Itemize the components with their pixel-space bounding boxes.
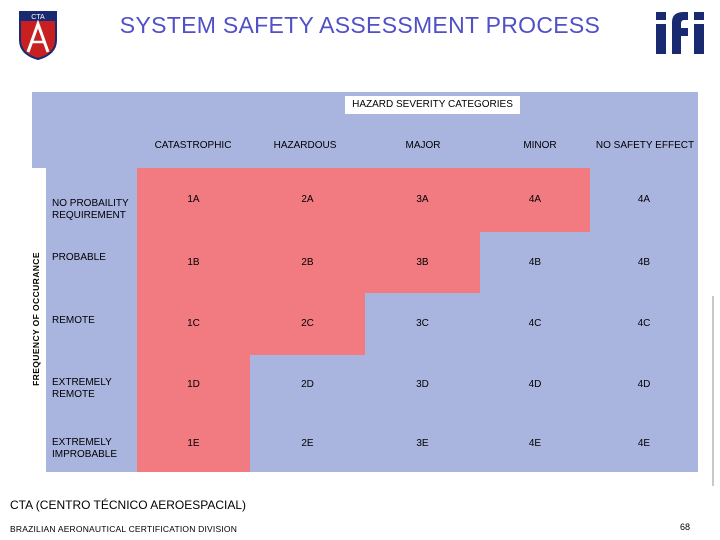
matrix-cell: 2A [250,168,365,232]
cta-emblem-icon: CTA [19,11,57,60]
matrix-cell: 2D [250,355,365,415]
matrix-cell: 1B [137,232,250,293]
ifi-logo-icon [656,12,704,54]
column-header: MAJOR [405,140,441,151]
matrix-cell: 3A [365,168,480,232]
matrix-cell: 4C [480,293,590,355]
matrix-cell: 2C [250,293,365,355]
matrix-cell: 1D [137,355,250,415]
matrix-cell: 2E [250,415,365,472]
column-header: CATASTROPHIC [154,140,232,151]
row-label: EXTREMELY REMOTE [52,377,112,400]
side-divider [712,296,714,486]
matrix-cell: 4A [590,168,698,232]
matrix-cell: 4D [480,355,590,415]
matrix-cell: 4E [480,415,590,472]
column-header: HAZARDOUS [273,140,337,151]
matrix-cell: 4E [590,415,698,472]
matrix-cell: 1E [137,415,250,472]
matrix-cell: 4B [590,232,698,293]
matrix-cell: 4D [590,355,698,415]
column-header: MINOR [523,140,557,151]
matrix-cell: 3E [365,415,480,472]
matrix-cell: 3D [365,355,480,415]
row-label: EXTREMELY IMPROBABLE [52,437,118,460]
page-title: SYSTEM SAFETY ASSESSMENT PROCESS [119,12,601,38]
matrix-header: HAZARD SEVERITY CATEGORIES [345,96,520,114]
footer-organization: CTA (CENTRO TÉCNICO AEROESPACIAL) [10,498,247,512]
footer-division: BRAZILIAN AERONAUTICAL CERTIFICATION DIV… [10,524,238,534]
row-label: NO PROBAILITY REQUIREMENT [52,198,129,221]
column-header: NO SAFETY EFFECT [595,140,695,151]
matrix-cell: 1A [137,168,250,232]
matrix-cell: 4B [480,232,590,293]
matrix-cell: 3B [365,232,480,293]
page-number: 68 [680,522,691,532]
matrix-cell: 1C [137,293,250,355]
vertical-axis-label: FREQUENCY OF OCCURANCE [31,252,41,386]
row-label: PROBABLE [52,252,106,263]
matrix-cell: 4C [590,293,698,355]
row-label: REMOTE [52,315,95,326]
matrix-cell: 2B [250,232,365,293]
matrix-cell: 4A [480,168,590,232]
matrix-cell: 3C [365,293,480,355]
svg-text:CTA: CTA [31,14,45,21]
vertical-axis-box [32,168,46,472]
